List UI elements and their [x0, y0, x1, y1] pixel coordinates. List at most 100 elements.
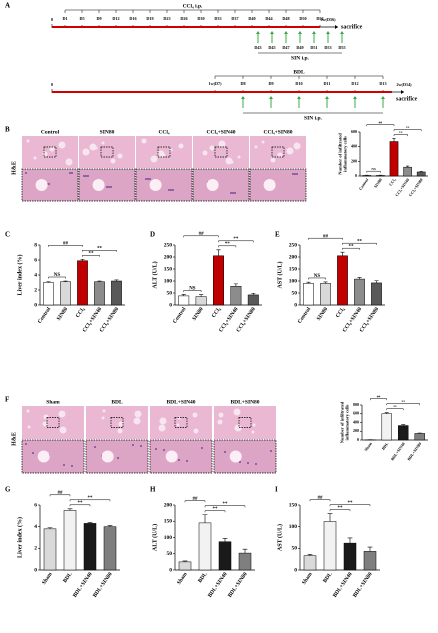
tissue-spot: [59, 426, 67, 434]
treatment-day: D45: [268, 45, 275, 50]
y-tick-label: 0: [294, 302, 297, 308]
y-axis-label: ALT (U/L): [151, 261, 158, 288]
error-bar: [384, 412, 389, 414]
significance-bracket: [183, 235, 219, 238]
bar: [320, 283, 331, 306]
significance-bracket: [342, 247, 360, 250]
tissue-spot: [177, 416, 181, 420]
bar: [43, 528, 57, 571]
panel-label: H: [150, 486, 156, 494]
nucleus: [270, 450, 272, 452]
y-tick-label: 200: [164, 254, 173, 260]
tissue-spot: [42, 151, 48, 157]
significance-bracket: [309, 499, 331, 502]
tissue-spot: [293, 142, 301, 150]
error-bar: [199, 294, 204, 297]
error-bar: [306, 281, 311, 284]
y-tick-label: 250: [289, 242, 298, 248]
bar: [111, 280, 122, 306]
y-tick-label: 150: [289, 502, 298, 508]
column-label: BDL+SIN40: [166, 399, 195, 405]
error-bar: [63, 280, 68, 282]
nucleus: [140, 445, 142, 447]
y-tick-label: 0: [294, 567, 297, 573]
row-label: H&E: [11, 161, 17, 175]
tissue-spot: [134, 410, 142, 418]
significance-label: **: [97, 246, 103, 251]
error-bar: [367, 546, 373, 552]
timeline-title: BDL: [293, 69, 305, 75]
y-axis-label: AST (U/L): [276, 261, 283, 288]
error-bar: [222, 538, 228, 542]
zoom-frame: [192, 168, 250, 202]
day-label: D1: [62, 16, 67, 21]
vein: [165, 450, 178, 463]
zoom-box: [157, 146, 171, 158]
y-tick-label: 8: [34, 242, 37, 248]
nucleus: [178, 459, 180, 461]
y-tick-label: 600: [351, 129, 357, 134]
error-bar: [114, 279, 119, 281]
nucleus: [132, 444, 134, 446]
tissue-spot: [27, 425, 31, 429]
nucleus: [186, 460, 188, 462]
significance-bracket: [82, 250, 117, 252]
significance-bracket: [69, 504, 91, 507]
y-tick-label: 150: [164, 519, 173, 525]
y-tick-label: 0: [355, 173, 357, 178]
tissue-spot: [89, 143, 97, 151]
bar: [343, 542, 357, 571]
sacrifice-label: sacrifice: [341, 24, 363, 30]
error-bar: [202, 514, 208, 523]
significance-bracket: [366, 124, 395, 127]
treatment-arrow-head: [325, 96, 329, 99]
tissue-spot: [26, 409, 30, 413]
y-tick-label: 400: [351, 144, 357, 149]
y-tick-label: 800: [353, 402, 359, 407]
zoom-frame: [149, 439, 213, 474]
bar: [403, 166, 412, 177]
y-tick-label: 100: [164, 535, 173, 541]
error-bar: [97, 280, 102, 282]
vein: [206, 179, 219, 191]
y-tick-label: 100: [164, 278, 173, 284]
significance-label: NS: [189, 287, 196, 292]
zoom-frame: [213, 439, 277, 474]
histology-zoom: [86, 440, 148, 473]
day-label: D52: [316, 16, 323, 21]
bar: [247, 294, 259, 306]
significance-label: **: [399, 130, 403, 134]
y-tick-label: 200: [164, 502, 173, 508]
day-label: D10: [295, 81, 302, 86]
significance-bracket: [308, 237, 343, 240]
y-axis-label: Liver index (%): [16, 517, 23, 558]
nucleus: [71, 172, 73, 174]
significance-label: **: [213, 507, 219, 512]
treatment-day: D47: [282, 45, 289, 50]
significance-bracket: [204, 510, 226, 513]
y-axis-label: AST (U/L): [276, 524, 283, 551]
tissue-spot: [102, 409, 106, 413]
histology-zoom: [22, 169, 78, 201]
zoom-box: [110, 417, 124, 428]
nucleus: [25, 172, 27, 174]
vein: [37, 450, 50, 463]
significance-bracket: [308, 277, 326, 280]
day-label: D13: [379, 81, 386, 86]
treatment-day: D43: [254, 45, 261, 50]
treatment-day: D51: [310, 45, 317, 50]
significance-bracket: [69, 499, 111, 502]
treatment-day: D53: [324, 45, 331, 50]
column-label: SIN80: [100, 129, 115, 135]
nucleus: [296, 173, 298, 175]
significance-label: **: [233, 237, 239, 242]
timeline-end: 2w(D14): [396, 82, 412, 87]
column-label: Control: [41, 129, 60, 135]
nucleus: [230, 192, 232, 194]
nucleus: [63, 464, 65, 466]
vein: [149, 179, 162, 191]
tissue-spot: [237, 155, 241, 159]
significance-label: **: [78, 501, 84, 506]
day-label: D37: [231, 16, 238, 21]
error-bar: [216, 249, 221, 256]
